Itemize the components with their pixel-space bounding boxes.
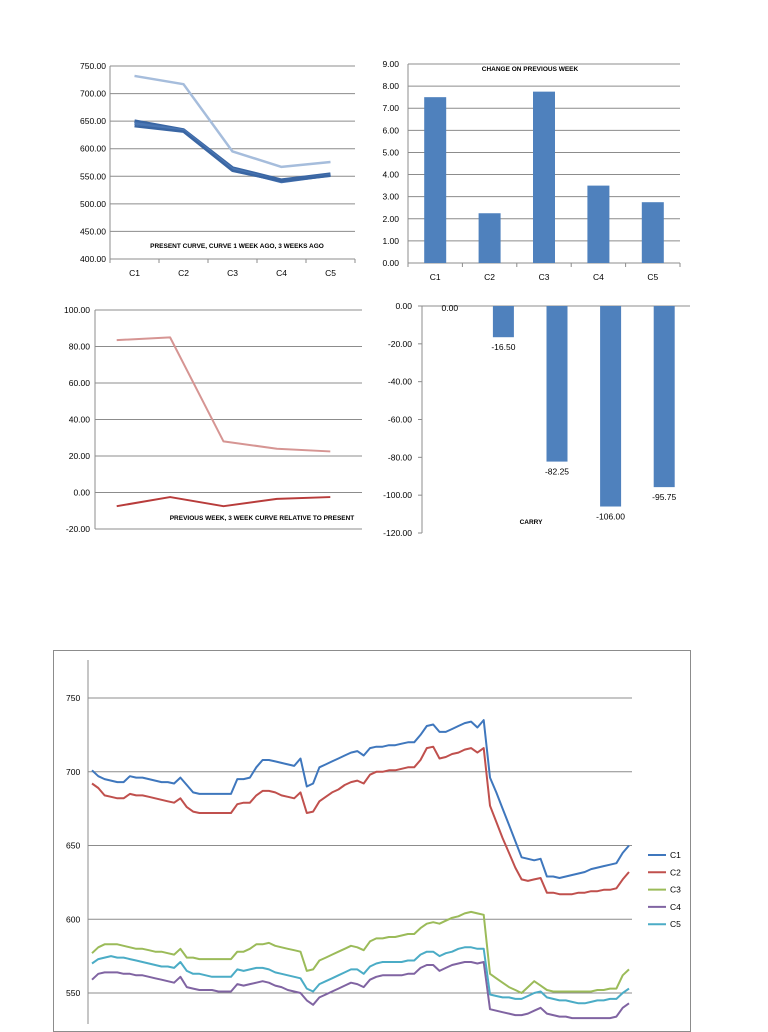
y-tick-label: 9.00 — [382, 59, 399, 69]
y-tick-label: 0.00 — [382, 258, 399, 268]
y-tick-label: 4.00 — [382, 170, 399, 180]
legend-label: C5 — [670, 919, 681, 929]
chart-title: PRESENT CURVE, CURVE 1 WEEK AGO, 3 WEEKS… — [150, 243, 324, 250]
y-tick-label: 40.00 — [69, 415, 91, 425]
y-tick-label: 500.00 — [80, 199, 106, 209]
x-tick-label: C5 — [647, 272, 658, 282]
y-tick-label: 650.00 — [80, 116, 106, 126]
y-tick-label: 450.00 — [80, 226, 106, 236]
y-tick-label: -40.00 — [388, 377, 412, 387]
y-tick-label: 700.00 — [80, 89, 106, 99]
y-tick-label: 0.00 — [73, 488, 90, 498]
legend-label: C4 — [670, 902, 681, 912]
y-tick-label: 20.00 — [69, 451, 91, 461]
y-tick-label: 7.00 — [382, 103, 399, 113]
bar — [424, 97, 447, 264]
series-line — [116, 336, 331, 453]
series-line — [134, 74, 331, 169]
data-label: -82.25 — [545, 467, 569, 477]
y-tick-label: 600.00 — [80, 144, 106, 154]
data-label: -95.75 — [652, 492, 676, 502]
chart-title: CHANGE ON PREVIOUS WEEK — [482, 66, 579, 73]
y-tick-label: -80.00 — [388, 452, 412, 462]
y-tick-label: 400.00 — [80, 254, 106, 264]
series-line — [134, 124, 331, 183]
y-tick-label: 6.00 — [382, 125, 399, 135]
y-tick-label: 550 — [66, 988, 80, 998]
x-tick-label: C2 — [178, 268, 189, 278]
y-tick-label: 750 — [66, 693, 80, 703]
y-tick-label: -60.00 — [388, 415, 412, 425]
legend-label: C2 — [670, 867, 681, 877]
series-line — [91, 910, 630, 994]
legend-label: C3 — [670, 885, 681, 895]
x-tick-label: C3 — [227, 268, 238, 278]
y-tick-label: 2.00 — [382, 214, 399, 224]
x-tick-label: C1 — [430, 272, 441, 282]
x-tick-label: C4 — [593, 272, 604, 282]
y-tick-label: 8.00 — [382, 81, 399, 91]
y-tick-label: 80.00 — [69, 342, 91, 352]
chart-title: CARRY — [520, 519, 544, 526]
y-tick-label: -20.00 — [66, 524, 90, 534]
y-tick-label: 5.00 — [382, 147, 399, 157]
y-tick-label: -120.00 — [383, 528, 412, 538]
bar — [653, 306, 675, 488]
x-tick-label: C5 — [325, 268, 336, 278]
x-tick-label: C3 — [539, 272, 550, 282]
y-tick-label: 100.00 — [64, 305, 90, 315]
y-tick-label: 3.00 — [382, 192, 399, 202]
series-line — [91, 719, 630, 879]
data-label: 0.00 — [442, 303, 459, 313]
y-tick-label: 750.00 — [80, 61, 106, 71]
y-tick-label: -100.00 — [383, 490, 412, 500]
series-line — [116, 496, 331, 508]
bar — [533, 91, 555, 263]
data-label: -16.50 — [491, 342, 515, 352]
y-tick-label: 700 — [66, 767, 80, 777]
legend-label: C1 — [670, 850, 681, 860]
y-tick-label: -20.00 — [388, 339, 412, 349]
x-tick-label: C2 — [484, 272, 495, 282]
y-tick-label: 1.00 — [382, 236, 399, 246]
bar — [546, 306, 568, 462]
chart-title: PREVIOUS WEEK, 3 WEEK CURVE RELATIVE TO … — [170, 515, 355, 522]
x-tick-label: C1 — [129, 268, 140, 278]
y-tick-label: 650 — [66, 841, 80, 851]
history-chart-frame — [53, 650, 691, 1032]
series-line — [91, 745, 630, 896]
y-tick-label: 0.00 — [395, 301, 412, 311]
data-label: -106.00 — [596, 512, 625, 522]
x-tick-label: C4 — [276, 268, 287, 278]
bar — [587, 185, 610, 263]
series-line — [91, 961, 630, 1020]
bar — [600, 306, 622, 507]
bar — [492, 306, 514, 338]
bar — [641, 202, 664, 263]
y-tick-label: 60.00 — [69, 378, 91, 388]
y-tick-label: 600 — [66, 914, 80, 924]
y-tick-label: 550.00 — [80, 171, 106, 181]
series-line — [91, 946, 630, 1005]
bar — [478, 213, 501, 263]
